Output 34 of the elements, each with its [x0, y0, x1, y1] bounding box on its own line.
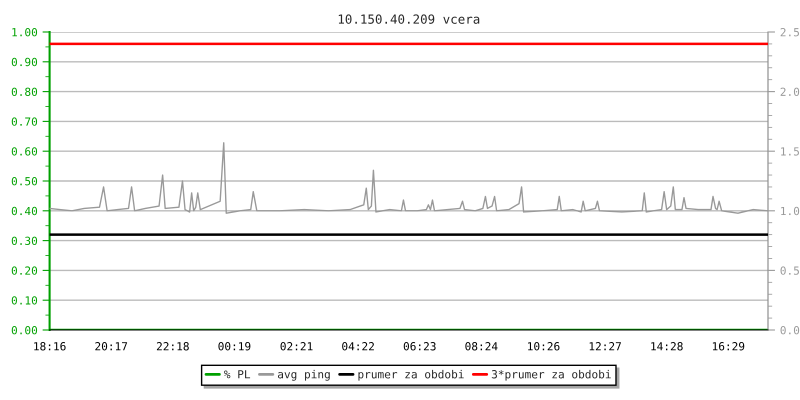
y2-tick-label: 0.5: [780, 266, 799, 275]
x-tick-label: 16:29: [712, 342, 744, 350]
x-tick-label: 02:21: [280, 342, 313, 350]
y2-tick-label: 1.0: [781, 206, 800, 216]
y2-tick-label: 2.0: [780, 88, 800, 96]
y-tick-label: 0.80: [12, 88, 38, 96]
x-tick-label: 22:18: [156, 342, 189, 350]
x-tick-label: 12:27: [590, 342, 621, 350]
x-tick-label: 08:24: [465, 342, 498, 350]
y2-tick-label: 0.0: [780, 326, 800, 334]
y-tick-label: 0.50: [12, 177, 38, 186]
legend-label: % PL: [224, 370, 250, 378]
legend-label: prumer za obdobi: [358, 370, 464, 381]
y-tick-label: 1.00: [12, 28, 38, 36]
y-tick-label: 0.90: [12, 58, 38, 66]
legend-label: avg ping: [278, 370, 330, 381]
y-tick-label: 0.30: [12, 236, 38, 246]
legend-label: 3*prumer za obdobi: [492, 370, 611, 381]
y-tick-label: 0.00: [12, 326, 38, 334]
y2-tick-label: 1.5: [781, 147, 799, 156]
x-tick-label: 18:16: [34, 342, 66, 350]
y-tick-label: 0.60: [12, 147, 38, 156]
x-tick-label: 00:19: [218, 342, 250, 350]
chart-title: 10.150.40.209 vcera: [338, 14, 480, 24]
x-tick-label: 20:17: [95, 342, 128, 350]
y-tick-label: 0.40: [12, 206, 38, 216]
x-tick-label: 04:22: [342, 342, 374, 350]
x-tick-label: 10:26: [528, 342, 560, 350]
y2-tick-label: 2.5: [780, 28, 799, 36]
y-tick-label: 0.70: [12, 117, 38, 126]
x-tick-label: 14:28: [651, 342, 683, 350]
x-tick-label: 06:23: [404, 342, 436, 350]
y-tick-label: 0.10: [12, 296, 38, 305]
y-tick-label: 0.20: [12, 266, 38, 275]
